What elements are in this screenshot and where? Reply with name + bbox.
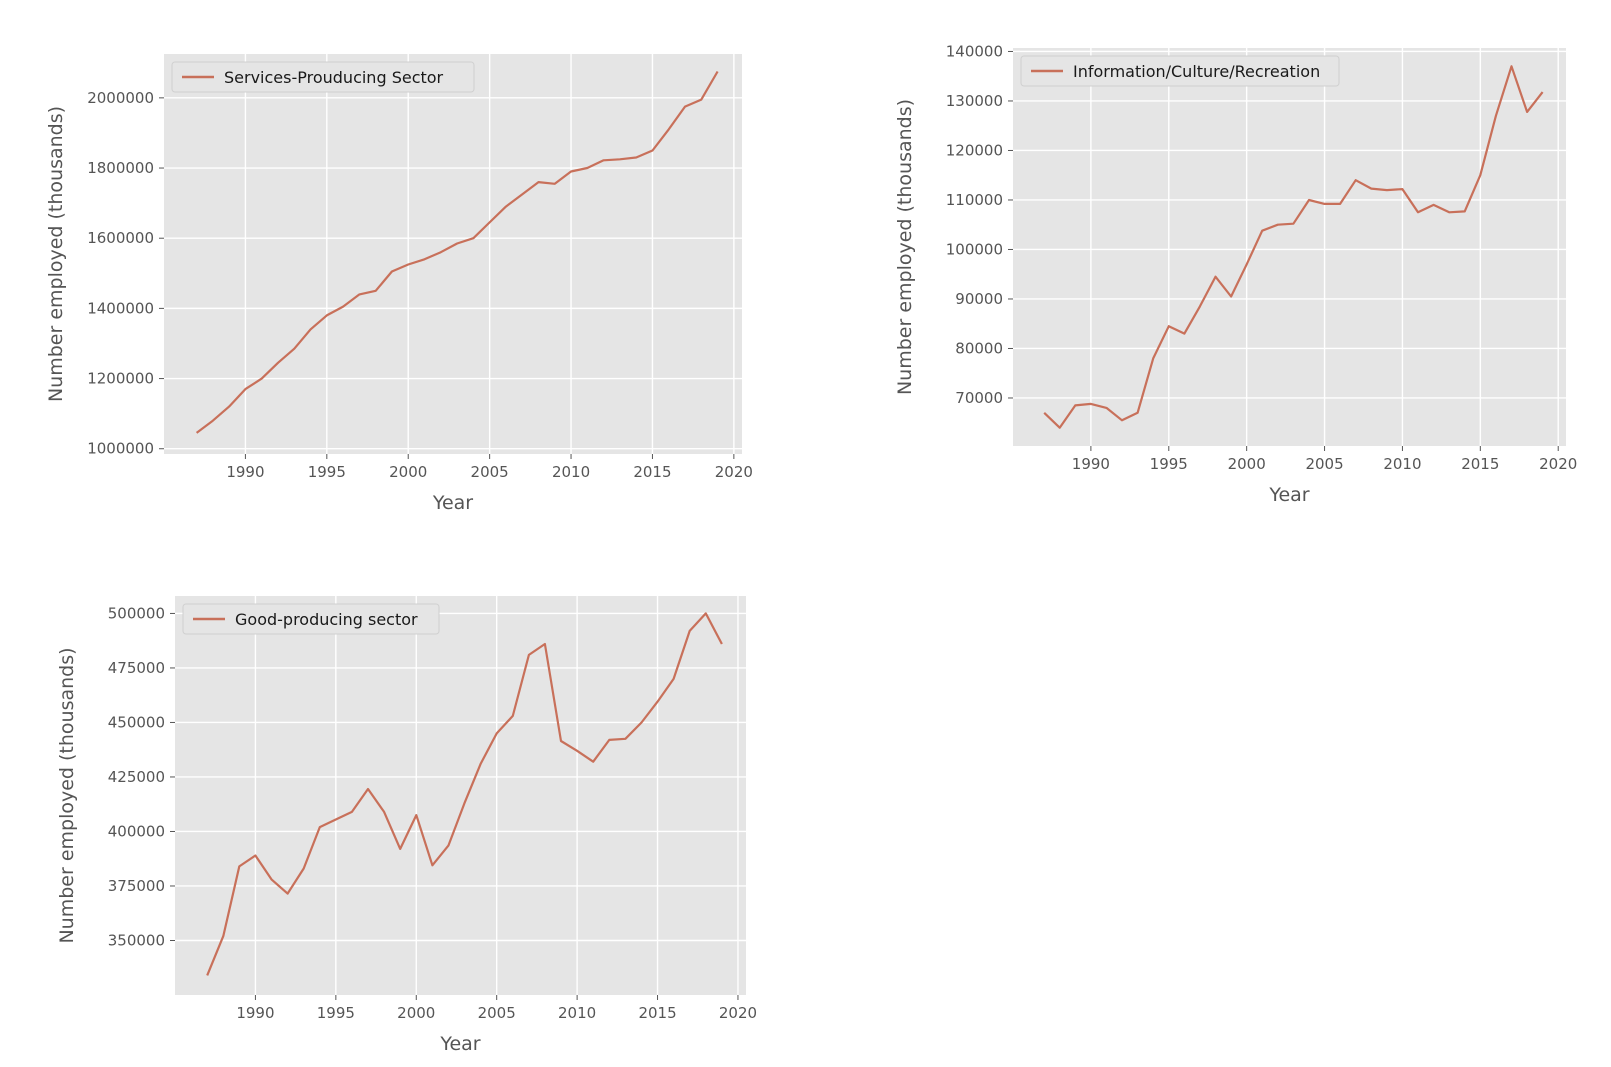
x-tick-label: 2010 (552, 463, 590, 481)
y-tick-label: 90000 (955, 290, 1003, 308)
y-tick-label: 2000000 (87, 89, 154, 107)
x-tick-label: 2005 (471, 463, 509, 481)
x-tick-label: 1990 (226, 463, 264, 481)
y-tick-label: 500000 (108, 604, 165, 622)
plot-area (164, 54, 742, 454)
series-line (1043, 65, 1544, 429)
chart-panel-1: 1990 1995 2000 2005 2010 2015 2020 1000000 12000… (45, 54, 753, 514)
y-tick-label: 140000 (946, 42, 1003, 60)
x-tick-label: 2015 (638, 1004, 676, 1022)
x-axis-title: Year (432, 492, 473, 514)
chart-panel-3: 1990 1995 2000 2005 2010 2015 2020 350000 375000… (56, 596, 757, 1055)
x-tick-label: 2020 (1539, 455, 1577, 473)
y-tick-label: 425000 (108, 768, 165, 786)
x-tick-label: 2015 (1461, 455, 1499, 473)
x-tick-label: 2005 (478, 1004, 516, 1022)
legend-box (171, 61, 475, 93)
x-tick-label: 2000 (389, 463, 427, 481)
y-tick-label: 1600000 (87, 229, 154, 247)
x-tick-label: 2020 (719, 1004, 757, 1022)
y-tick-label: 1200000 (87, 370, 154, 388)
legend-box (182, 603, 440, 635)
y-axis-title: Number employed (thousands) (45, 106, 67, 402)
y-tick-label: 1000000 (87, 440, 154, 458)
x-axis-title: Year (439, 1033, 480, 1055)
y-tick-label: 1800000 (87, 159, 154, 177)
y-tick-label: 400000 (108, 822, 165, 840)
y-tick-label: 450000 (108, 713, 165, 731)
x-tick-label: 2010 (1383, 455, 1421, 473)
legend-box (1020, 55, 1340, 87)
x-tick-label: 2000 (1228, 455, 1266, 473)
legend: Services-Prouducing Sector (171, 61, 475, 93)
legend-label: Good-producing sector (235, 610, 418, 629)
y-tick-label: 475000 (108, 659, 165, 677)
y-tick-label: 120000 (946, 141, 1003, 159)
x-tick-label: 2020 (715, 463, 753, 481)
x-tick-label: 2000 (397, 1004, 435, 1022)
y-tick-label: 350000 (108, 931, 165, 949)
y-axis-title: Number employed (thousands) (894, 99, 916, 395)
y-tick-label: 375000 (108, 877, 165, 895)
legend-label: Information/Culture/Recreation (1073, 62, 1320, 81)
y-axis-title: Number employed (thousands) (56, 647, 78, 943)
series-line (195, 70, 719, 434)
legend-label: Services-Prouducing Sector (224, 68, 444, 87)
x-tick-label: 2005 (1305, 455, 1343, 473)
legend: Good-producing sector (182, 603, 440, 635)
x-tick-label: 1995 (317, 1004, 355, 1022)
y-tick-label: 80000 (955, 339, 1003, 357)
plot-area (1013, 48, 1566, 446)
x-axis-title: Year (1268, 484, 1309, 506)
series-line (206, 612, 723, 976)
x-tick-label: 2015 (633, 463, 671, 481)
y-tick-label: 110000 (946, 191, 1003, 209)
x-tick-label: 2010 (558, 1004, 596, 1022)
plot-area (175, 596, 746, 995)
legend: Information/Culture/Recreation (1020, 55, 1340, 87)
y-tick-label: 1400000 (87, 299, 154, 317)
y-tick-label: 100000 (946, 240, 1003, 258)
y-tick-label: 70000 (955, 389, 1003, 407)
x-tick-label: 1995 (308, 463, 346, 481)
x-tick-label: 1990 (236, 1004, 274, 1022)
y-tick-label: 130000 (946, 92, 1003, 110)
x-tick-label: 1995 (1150, 455, 1188, 473)
x-tick-label: 1990 (1072, 455, 1110, 473)
chart-panel-2: 1990 1995 2000 2005 2010 2015 2020 70000 80000 90… (894, 42, 1577, 506)
